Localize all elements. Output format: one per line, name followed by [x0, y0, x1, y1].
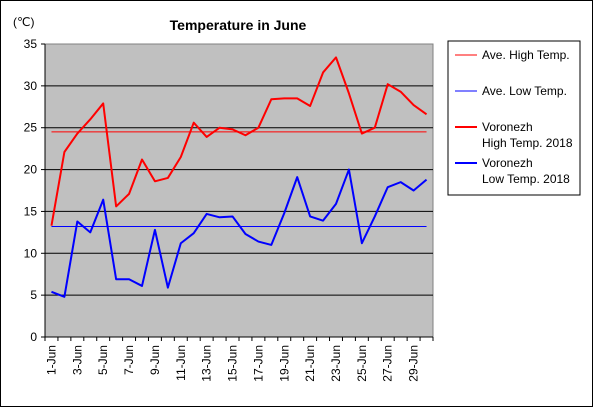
series-line-4	[51, 168, 428, 298]
legend-box	[447, 40, 581, 196]
grid-lines	[45, 85, 433, 296]
x-tick-label: 5-Jun	[96, 345, 110, 375]
legend-label: High Temp. 2018	[482, 136, 573, 150]
y-tick-label: 25	[24, 121, 38, 135]
x-tick-label: 7-Jun	[122, 345, 136, 375]
x-tick-label: 13-Jun	[200, 345, 214, 382]
y-tick-label: 20	[24, 163, 38, 177]
legend-label: Ave. High Temp.	[482, 48, 570, 62]
legend-label: Low Temp. 2018	[482, 172, 570, 186]
chart-title: Temperature in June	[170, 17, 307, 33]
y-unit-label: (℃)	[13, 15, 34, 29]
x-tick-label: 11-Jun	[174, 345, 188, 381]
y-tick-label: 15	[24, 204, 38, 218]
x-tick-label: 29-Jun	[407, 345, 421, 382]
axes: 0 5 10 15 20 25 30 35 1-Jun 3-Jun 5-Jun 7-Jun 9-Jun 1…	[24, 37, 434, 382]
legend: Ave. High Temp. Ave. Low Temp. Voronezh Hig…	[447, 40, 581, 196]
x-tick-label: 19-Jun	[277, 345, 291, 382]
plot-area	[44, 43, 434, 338]
legend-label: Ave. Low Temp.	[482, 84, 567, 98]
x-tick-label: 21-Jun	[303, 345, 317, 382]
x-tick-label: 27-Jun	[381, 345, 395, 382]
series-lines	[50, 56, 428, 298]
x-tick-label: 9-Jun	[148, 345, 162, 375]
y-tick-label: 5	[30, 288, 37, 302]
y-tick-label: 0	[30, 330, 37, 344]
legend-label: Voronezh	[482, 156, 533, 170]
x-tick-label: 17-Jun	[251, 345, 265, 382]
x-tick-label: 23-Jun	[329, 345, 343, 382]
y-tick-label: 35	[24, 37, 38, 51]
y-tick-label: 10	[24, 246, 38, 260]
y-tick-label: 30	[24, 79, 38, 93]
x-tick-label: 15-Jun	[226, 345, 240, 382]
x-tick-label: 3-Jun	[70, 345, 84, 375]
series-line-3	[50, 56, 428, 226]
legend-label: Voronezh	[482, 120, 533, 134]
x-tick-label: 25-Jun	[355, 345, 369, 382]
x-tick-label: 1-Jun	[44, 345, 58, 375]
